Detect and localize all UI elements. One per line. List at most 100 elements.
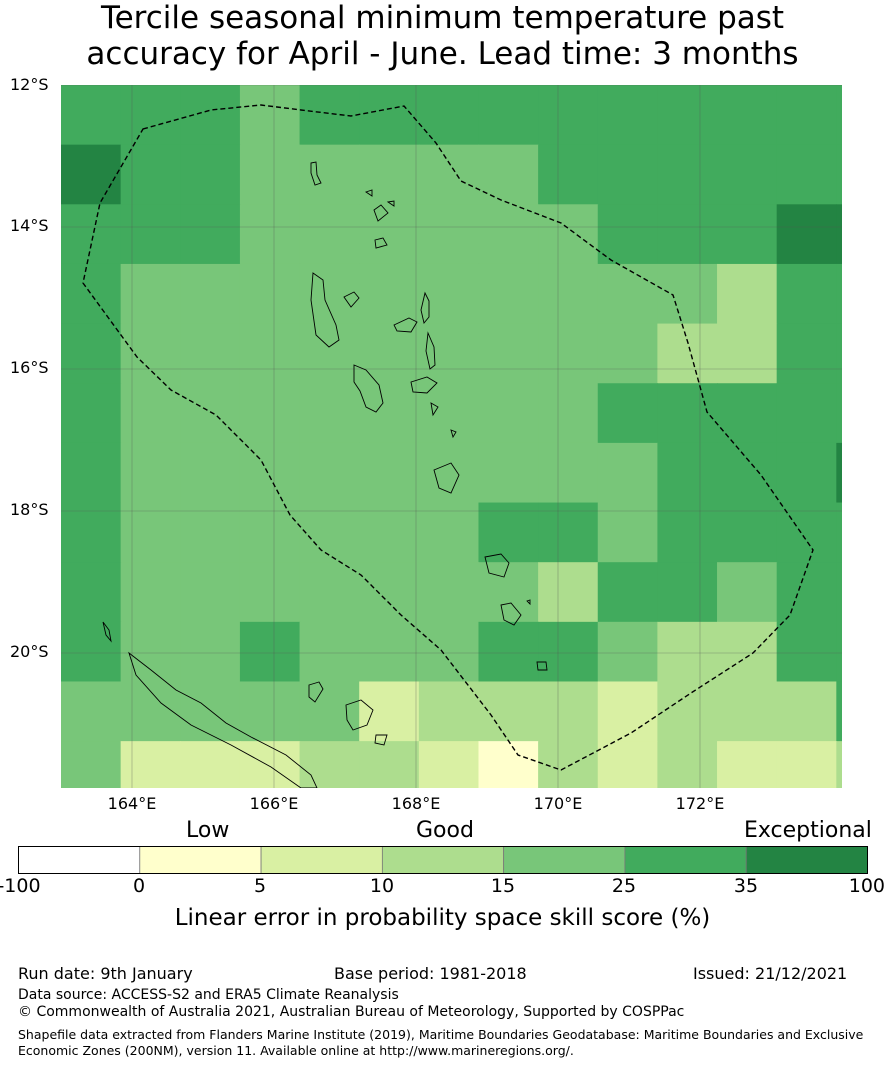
- grid-cell: [836, 323, 842, 384]
- grid-cell: [717, 85, 778, 146]
- cb-tick-5: 25: [611, 875, 637, 897]
- grid-cell: [418, 621, 480, 683]
- grid-cell: [538, 323, 599, 384]
- colorbar-segment: [624, 846, 747, 874]
- grid-cell: [120, 621, 181, 683]
- grid-cell: [538, 621, 599, 683]
- grid-cell: [120, 263, 181, 325]
- grid-cell: [418, 323, 480, 384]
- grid-cell: [180, 502, 241, 563]
- shapefile-credit-2: Economic Zones (200NM), version 11. Avai…: [18, 1043, 574, 1058]
- grid-cell: [61, 263, 122, 325]
- grid-cell: [299, 741, 360, 788]
- grid-cell: [180, 204, 241, 265]
- grid-cell: [180, 681, 241, 742]
- grid-cell: [359, 144, 420, 205]
- grid-cell: [120, 323, 181, 384]
- grid-cell: [776, 621, 837, 683]
- lat-tick-12s: 12°S: [10, 75, 49, 94]
- grid-cell: [61, 502, 122, 563]
- copyright: © Commonwealth of Australia 2021, Austra…: [18, 1004, 685, 1020]
- island-banks-1: [364, 189, 373, 197]
- grid-cell: [418, 144, 480, 205]
- grid-cell: [478, 502, 539, 563]
- grid-cell: [478, 323, 539, 384]
- grid-cell: [717, 144, 778, 205]
- colorbar-label: Linear error in probability space skill …: [174, 905, 711, 931]
- grid-cell: [657, 621, 718, 683]
- grid-cell: [418, 442, 480, 504]
- grid-cell: [299, 85, 360, 146]
- colorbar: [18, 846, 868, 874]
- grid-cell: [836, 681, 842, 742]
- lat-tick-16s: 16°S: [10, 358, 49, 377]
- grid-cell: [239, 502, 301, 563]
- grid-cell: [776, 85, 837, 146]
- colorbar-segment: [18, 846, 141, 874]
- grid-cell: [359, 502, 420, 563]
- grid-cell: [538, 85, 599, 146]
- cb-tick-1: 0: [132, 875, 146, 897]
- grid-cell: [836, 263, 842, 325]
- grid-cell: [657, 383, 718, 444]
- grid-cell: [836, 621, 842, 683]
- colorbar-border: [18, 846, 868, 874]
- grid-cell: [239, 562, 301, 623]
- grid-cell: [299, 621, 360, 683]
- grid-cell: [120, 442, 181, 504]
- lat-tick-18s: 18°S: [10, 500, 49, 519]
- grid-cell: [239, 621, 301, 683]
- grid-cell: [717, 442, 778, 504]
- island-loyalty-mare: [374, 734, 388, 746]
- grid-cell: [239, 442, 301, 504]
- grid-cell: [597, 681, 658, 742]
- cb-tick-0: -100: [0, 875, 41, 897]
- lat-tick-20s: 20°S: [10, 642, 49, 661]
- grid-cell: [657, 263, 718, 325]
- grid-cell: [359, 562, 420, 623]
- grid-cell: [61, 204, 122, 265]
- grid-cell: [299, 383, 360, 444]
- cb-tick-6: 35: [733, 875, 759, 897]
- grid-cell: [478, 144, 539, 205]
- grid-cell: [597, 204, 658, 265]
- grid-cell: [478, 741, 539, 788]
- grid-cell: [538, 383, 599, 444]
- graticule-lines: [61, 85, 842, 788]
- island-banks-2: [373, 204, 389, 222]
- issued-date: Issued: 21/12/2021: [693, 964, 848, 983]
- grid-cell: [120, 383, 181, 444]
- grid-cell: [299, 502, 360, 563]
- grid-cell: [597, 85, 658, 146]
- grid-cell: [239, 681, 301, 742]
- island-aneityum: [536, 661, 548, 671]
- grid-cell: [717, 263, 778, 325]
- island-shepherd: [450, 429, 457, 439]
- grid-cell: [120, 562, 181, 623]
- grid-cell: [597, 383, 658, 444]
- grid-cell: [239, 204, 301, 265]
- grid-cell: [418, 204, 480, 265]
- grid-cell: [478, 204, 539, 265]
- grid-cell: [538, 681, 599, 742]
- category-exceptional: Exceptional: [744, 818, 872, 843]
- grid-cell: [61, 144, 122, 205]
- island-pentecost: [425, 331, 436, 370]
- grid-cell: [299, 442, 360, 504]
- base-period: Base period: 1981-2018: [334, 964, 527, 983]
- grid-cell: [597, 741, 658, 788]
- grid-cell: [597, 263, 658, 325]
- island-maewo: [420, 291, 430, 324]
- grid-cell: [717, 621, 778, 683]
- grid-cell: [418, 741, 480, 788]
- grid-cell: [538, 144, 599, 205]
- grid-cell: [597, 442, 658, 504]
- grid-cell: [597, 562, 658, 623]
- grid-cell: [299, 681, 360, 742]
- skill-score-map: [61, 85, 842, 788]
- grid-cell: [418, 681, 480, 742]
- colorbar-segment: [745, 846, 868, 874]
- grid-cell: [299, 323, 360, 384]
- grid-cell: [61, 85, 122, 146]
- grid-cell: [597, 502, 658, 563]
